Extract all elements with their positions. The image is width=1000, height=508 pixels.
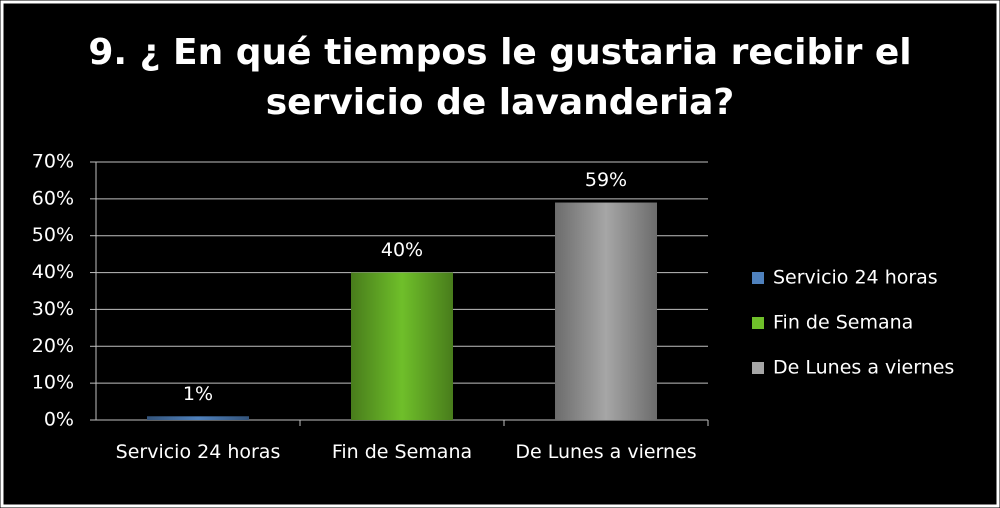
bar-shade <box>147 416 249 420</box>
bar-shade <box>351 272 453 420</box>
legend-label: De Lunes a viernes <box>773 357 954 379</box>
y-tick-label: 40% <box>32 261 74 283</box>
x-tick-label: Fin de Semana <box>331 441 473 463</box>
chart-title: 9. ¿ En qué tiempos le gustaria recibir … <box>88 32 912 123</box>
y-tick-label: 30% <box>32 298 74 320</box>
y-tick-label: 60% <box>32 187 74 209</box>
legend-label: Fin de Semana <box>773 312 913 334</box>
legend-swatch <box>752 317 764 329</box>
y-tick-label: 10% <box>32 372 74 394</box>
data-label: 59% <box>585 169 627 191</box>
y-tick-label: 70% <box>32 151 74 173</box>
x-tick-label: Servicio 24 horas <box>115 441 281 463</box>
data-label: 1% <box>183 383 213 405</box>
y-tick-label: 20% <box>32 335 74 357</box>
bar-shade <box>555 202 657 420</box>
y-tick-label: 0% <box>44 409 74 431</box>
legend-swatch <box>752 362 764 374</box>
legend-label: Servicio 24 horas <box>773 267 938 289</box>
legend-swatch <box>752 272 764 284</box>
data-label: 40% <box>381 239 423 261</box>
y-tick-label: 50% <box>32 224 74 246</box>
x-tick-label: De Lunes a viernes <box>515 441 697 463</box>
